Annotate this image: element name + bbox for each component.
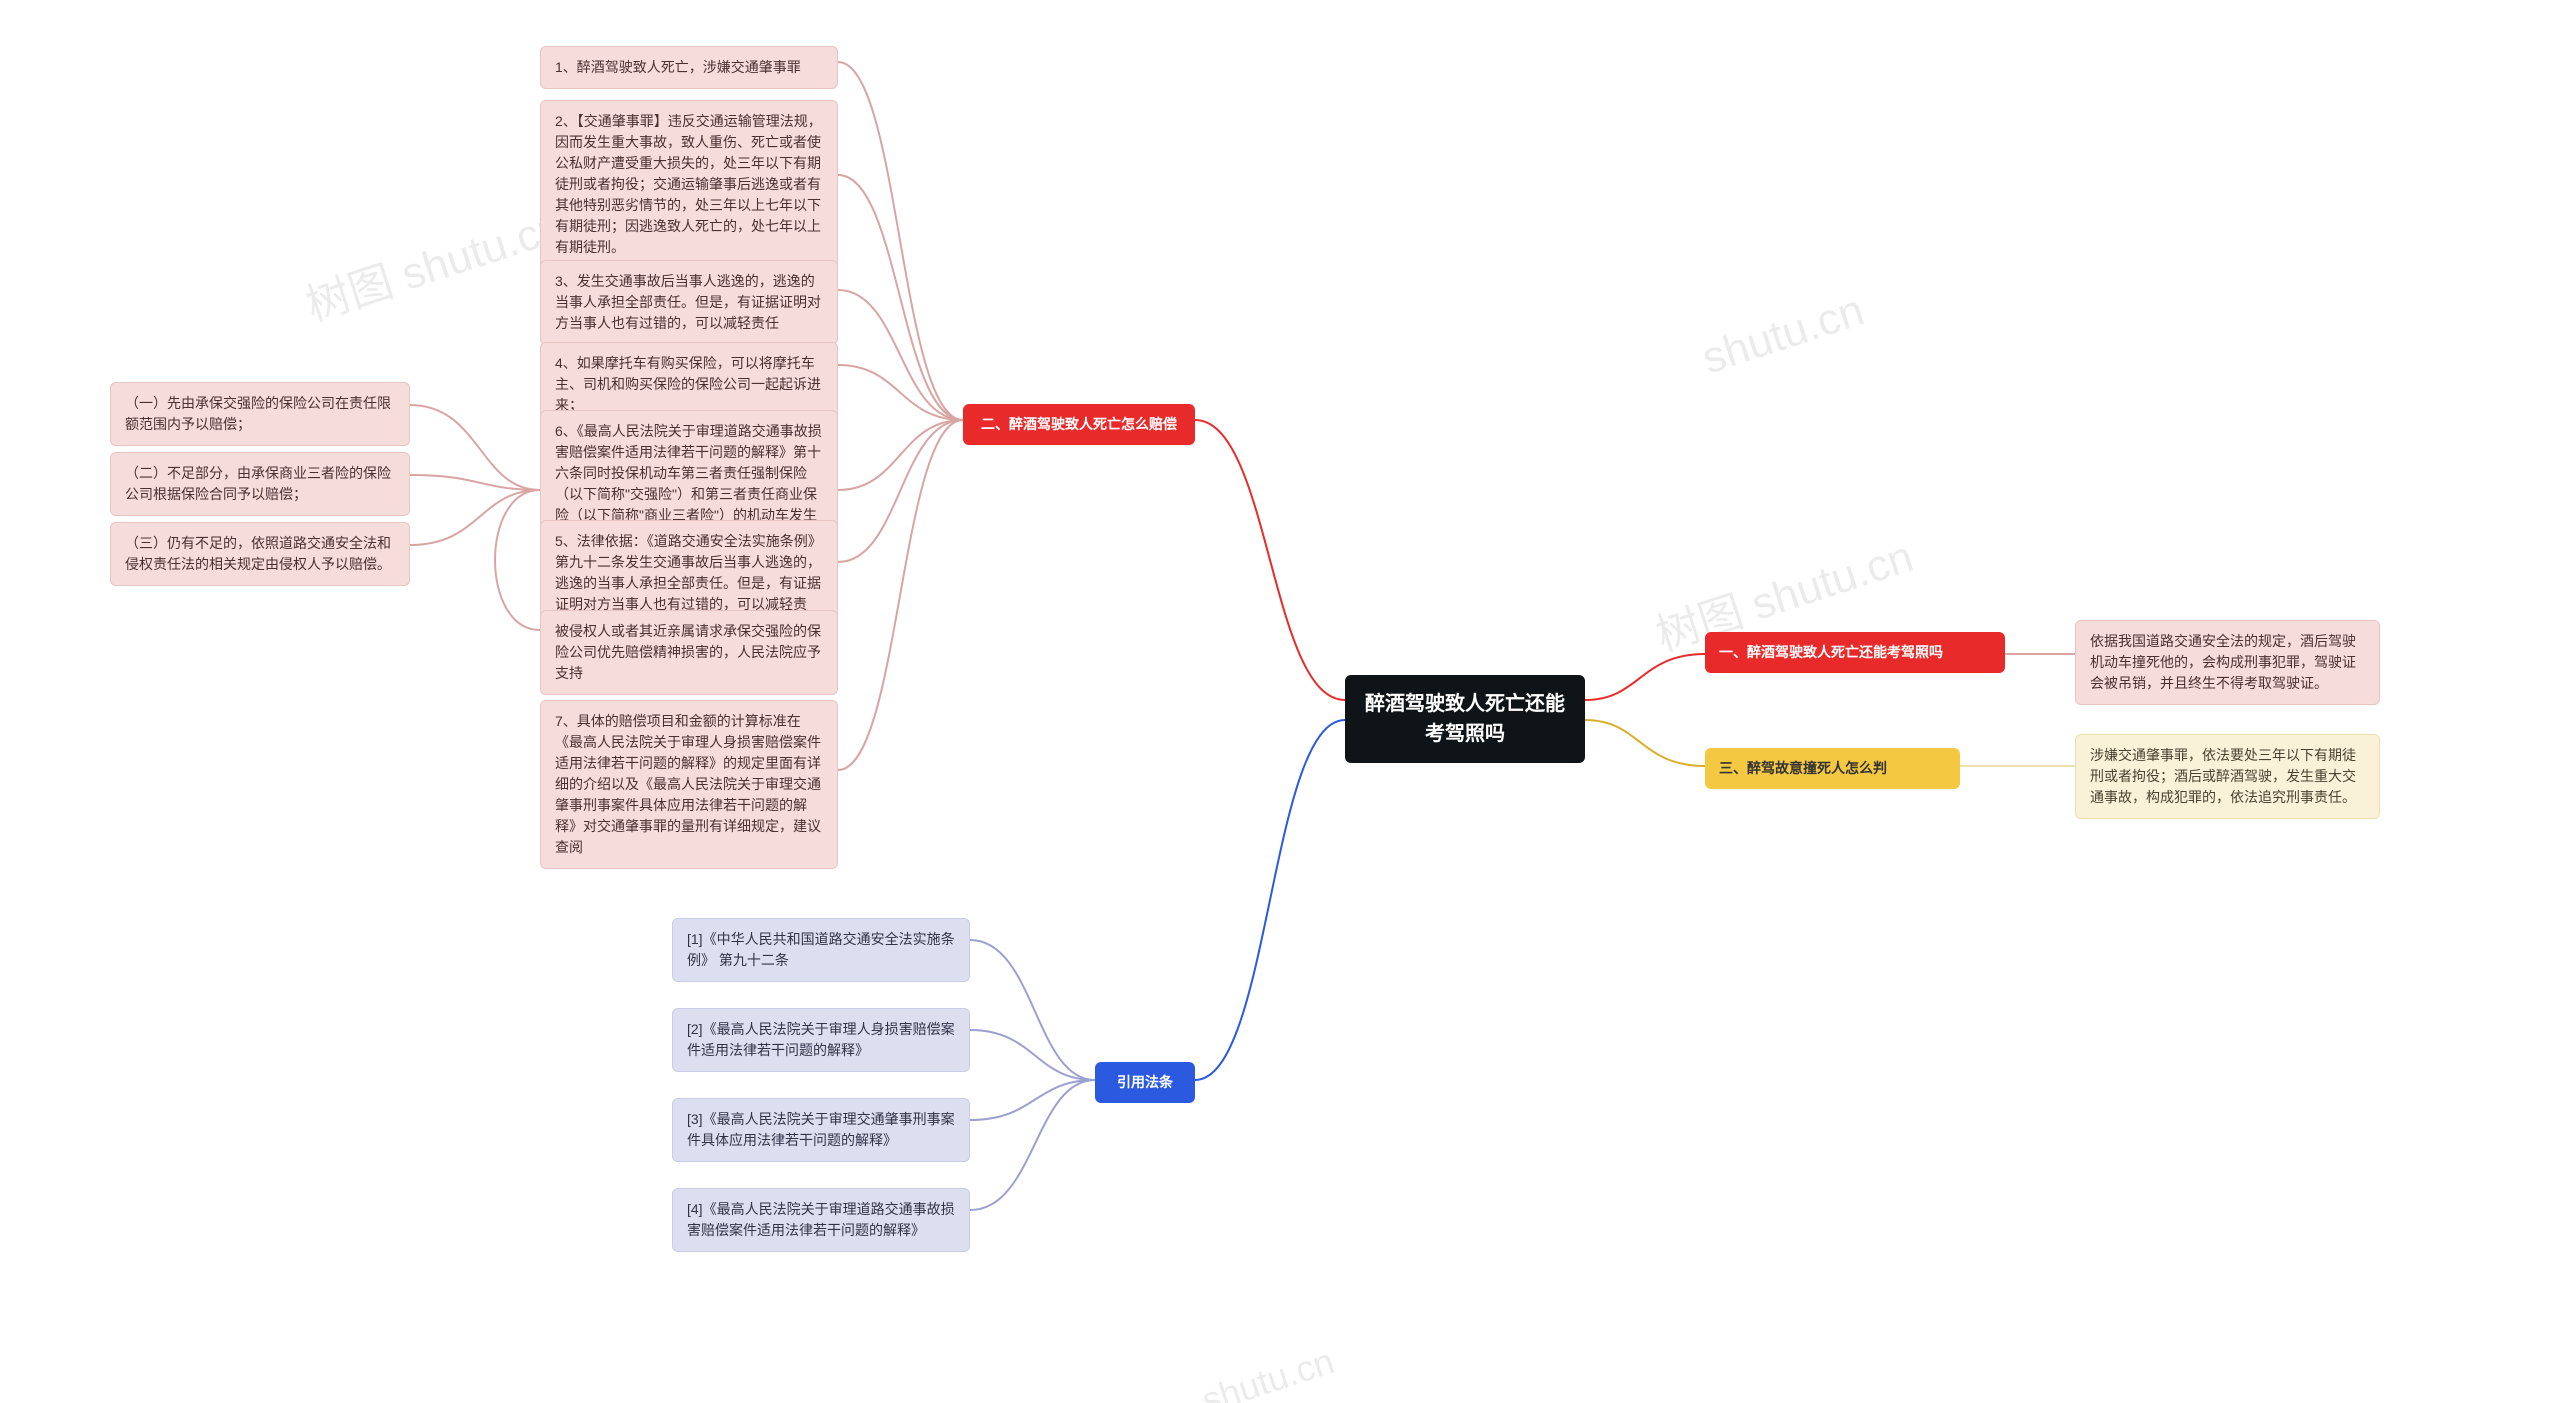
branch-2[interactable]: 二、醉酒驾驶致人死亡怎么赔偿: [963, 404, 1195, 445]
b2-item-7: 7、具体的赔偿项目和金额的计算标准在《最高人民法院关于审理人身损害赔偿案件适用法…: [540, 700, 838, 869]
law-item-1: [1]《中华人民共和国道路交通安全法实施条例》 第九十二条: [672, 918, 970, 982]
b2-item-3: 3、发生交通事故后当事人逃逸的，逃逸的当事人承担全部责任。但是，有证据证明对方当…: [540, 260, 838, 345]
branch-1[interactable]: 一、醉酒驾驶致人死亡还能考驾照吗: [1705, 632, 2005, 673]
branch-3-leaf: 涉嫌交通肇事罪，依法要处三年以下有期徒刑或者拘役；酒后或醉酒驾驶，发生重大交通事…: [2075, 734, 2380, 819]
watermark: 树图 shutu.cn: [297, 190, 570, 333]
watermark: shutu.cn: [1696, 286, 1870, 385]
branch-1-leaf: 依据我国道路交通安全法的规定，酒后驾驶机动车撞死他的，会构成刑事犯罪，驾驶证会被…: [2075, 620, 2380, 705]
root-node[interactable]: 醉酒驾驶致人死亡还能考驾照吗: [1345, 675, 1585, 763]
watermark: shutu.cn: [1197, 1340, 1339, 1403]
b2-item-1: 1、醉酒驾驶致人死亡，涉嫌交通肇事罪: [540, 46, 838, 89]
b2-i6-sub-4: 被侵权人或者其近亲属请求承保交强险的保险公司优先赔偿精神损害的，人民法院应予支持: [540, 610, 838, 695]
b2-item-2: 2、【交通肇事罪】违反交通运输管理法规，因而发生重大事故，致人重伤、死亡或者使公…: [540, 100, 838, 269]
law-item-2: [2]《最高人民法院关于审理人身损害赔偿案件适用法律若干问题的解释》: [672, 1008, 970, 1072]
b2-i6-sub-1: （一）先由承保交强险的保险公司在责任限额范围内予以赔偿；: [110, 382, 410, 446]
b2-i6-sub-2: （二）不足部分，由承保商业三者险的保险公司根据保险合同予以赔偿；: [110, 452, 410, 516]
law-item-4: [4]《最高人民法院关于审理道路交通事故损害赔偿案件适用法律若干问题的解释》: [672, 1188, 970, 1252]
branch-3[interactable]: 三、醉驾故意撞死人怎么判: [1705, 748, 1960, 789]
law-item-3: [3]《最高人民法院关于审理交通肇事刑事案件具体应用法律若干问题的解释》: [672, 1098, 970, 1162]
branch-laws[interactable]: 引用法条: [1095, 1062, 1195, 1103]
b2-i6-sub-3: （三）仍有不足的，依照道路交通安全法和侵权责任法的相关规定由侵权人予以赔偿。: [110, 522, 410, 586]
